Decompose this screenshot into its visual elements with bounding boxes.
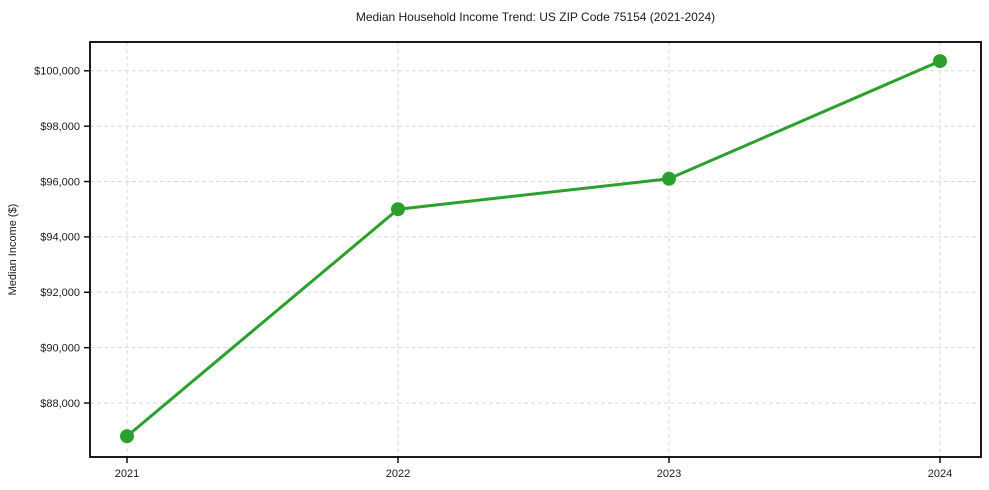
x-tick-label: 2022: [386, 468, 410, 480]
y-tick-label: $90,000: [40, 342, 80, 354]
data-point-2022: [391, 202, 405, 217]
x-tick-labels: 2021 2022 2023 2024: [115, 468, 952, 480]
data-point-2024: [933, 54, 947, 69]
x-tick-label: 2024: [928, 468, 952, 480]
data-point-2023: [662, 171, 676, 186]
gridlines: [90, 42, 981, 457]
x-tick-label: 2021: [115, 468, 139, 480]
data-points: [120, 54, 947, 444]
income-trend-line: [125, 59, 942, 438]
data-point-2021: [120, 429, 134, 444]
chart-title: Median Household Income Trend: US ZIP Co…: [356, 10, 715, 24]
y-tick-label: $96,000: [40, 176, 80, 188]
y-tick-label: $100,000: [34, 66, 80, 78]
tick-marks: [84, 70, 941, 463]
y-axis-label: Median Income ($): [7, 204, 19, 296]
plot-frame: [89, 41, 982, 458]
y-tick-label: $92,000: [40, 287, 80, 299]
y-tick-label: $94,000: [40, 232, 80, 244]
y-tick-label: $98,000: [40, 121, 80, 133]
y-tick-label: $88,000: [40, 398, 80, 410]
x-tick-label: 2023: [657, 468, 681, 480]
y-tick-labels: $88,000 $90,000 $92,000 $94,000 $96,000 $98,0…: [34, 66, 80, 410]
